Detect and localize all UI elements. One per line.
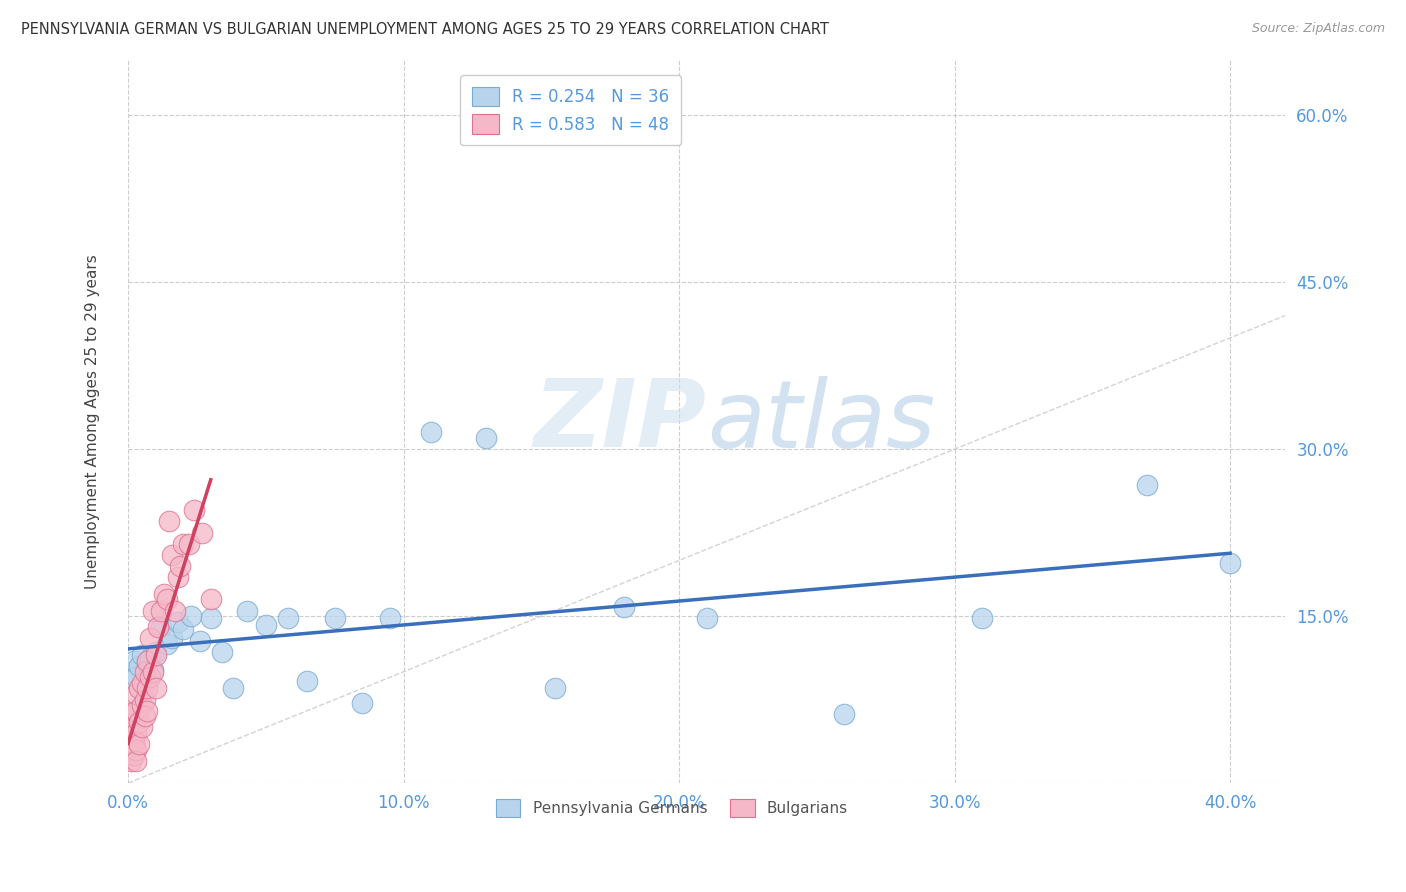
Point: [191, 525, 214, 540]
Point: [122, 714, 145, 729]
Point: [131, 720, 153, 734]
Point: [211, 645, 233, 659]
Point: [122, 737, 145, 751]
Point: [166, 615, 188, 629]
Point: [142, 663, 165, 677]
Point: [122, 731, 145, 746]
Point: [172, 537, 194, 551]
Point: [120, 754, 142, 768]
Point: [235, 603, 257, 617]
Point: [177, 537, 200, 551]
Point: [120, 709, 142, 723]
Point: [128, 737, 150, 751]
Point: [188, 633, 211, 648]
Point: [696, 611, 718, 625]
Point: [120, 742, 142, 756]
Point: [254, 618, 277, 632]
Point: [136, 656, 159, 670]
Point: [145, 648, 167, 662]
Point: [131, 648, 153, 662]
Point: [378, 611, 401, 625]
Point: [131, 676, 153, 690]
Point: [163, 603, 186, 617]
Point: [150, 620, 173, 634]
Point: [125, 670, 148, 684]
Point: [200, 592, 222, 607]
Point: [120, 720, 142, 734]
Point: [117, 748, 139, 763]
Point: [125, 704, 148, 718]
Point: [122, 704, 145, 718]
Point: [128, 659, 150, 673]
Point: [166, 570, 188, 584]
Point: [613, 600, 636, 615]
Point: [134, 692, 156, 706]
Point: [120, 665, 142, 679]
Point: [125, 726, 148, 740]
Y-axis label: Unemployment Among Ages 25 to 29 years: Unemployment Among Ages 25 to 29 years: [86, 254, 100, 589]
Point: [145, 681, 167, 696]
Point: [156, 637, 179, 651]
Point: [136, 681, 159, 696]
Point: [475, 431, 498, 445]
Point: [125, 742, 148, 756]
Point: [222, 681, 245, 696]
Point: [128, 681, 150, 696]
Point: [169, 559, 191, 574]
Point: [134, 665, 156, 679]
Point: [834, 706, 856, 721]
Point: [160, 548, 183, 562]
Point: [131, 698, 153, 713]
Point: [122, 654, 145, 668]
Point: [136, 654, 159, 668]
Point: [125, 754, 148, 768]
Point: [153, 587, 176, 601]
Point: [277, 611, 299, 625]
Point: [142, 603, 165, 617]
Point: [1136, 477, 1159, 491]
Point: [117, 726, 139, 740]
Point: [200, 611, 222, 625]
Point: [122, 748, 145, 763]
Point: [139, 632, 162, 646]
Point: [125, 687, 148, 701]
Text: PENNSYLVANIA GERMAN VS BULGARIAN UNEMPLOYMENT AMONG AGES 25 TO 29 YEARS CORRELAT: PENNSYLVANIA GERMAN VS BULGARIAN UNEMPLO…: [21, 22, 830, 37]
Point: [295, 673, 318, 688]
Point: [1219, 556, 1241, 570]
Point: [180, 609, 202, 624]
Point: [972, 611, 994, 625]
Text: ZIP: ZIP: [534, 376, 707, 467]
Point: [136, 704, 159, 718]
Point: [148, 620, 170, 634]
Legend: Pennsylvania Germans, Bulgarians: Pennsylvania Germans, Bulgarians: [486, 790, 858, 826]
Point: [139, 651, 162, 665]
Point: [142, 665, 165, 679]
Point: [157, 515, 180, 529]
Point: [134, 676, 156, 690]
Point: [139, 670, 162, 684]
Point: [323, 611, 346, 625]
Point: [128, 714, 150, 729]
Point: [156, 592, 179, 607]
Text: Source: ZipAtlas.com: Source: ZipAtlas.com: [1251, 22, 1385, 36]
Text: atlas: atlas: [707, 376, 935, 467]
Point: [145, 645, 167, 659]
Point: [352, 696, 374, 710]
Point: [544, 681, 567, 696]
Point: [183, 503, 205, 517]
Point: [172, 623, 194, 637]
Point: [150, 603, 173, 617]
Point: [160, 632, 183, 646]
Point: [420, 425, 443, 440]
Point: [134, 709, 156, 723]
